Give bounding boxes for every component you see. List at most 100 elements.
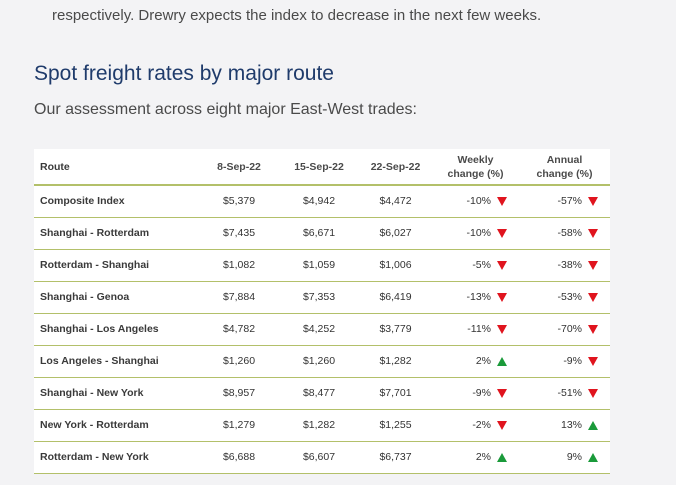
triangle-down-icon xyxy=(588,356,598,366)
table-row: Rotterdam - New York $6,688 $6,607 $6,737 2%… xyxy=(34,441,610,473)
weekly-change-cell: -9% xyxy=(432,377,519,409)
rate-22-sep-cell: $1,282 xyxy=(379,355,412,367)
weekly-change-value: 2% xyxy=(475,355,491,367)
rate-15-sep-cell: $1,260 xyxy=(302,355,336,367)
triangle-down-icon xyxy=(588,324,598,334)
weekly-change-value: -11% xyxy=(467,323,491,335)
annual-change-cell: -70% xyxy=(519,313,610,345)
rate-8-sep-cell: $4,782 xyxy=(222,323,256,335)
rate-15-sep-cell: $8,477 xyxy=(302,387,336,399)
header-annual-line1: Annual xyxy=(546,153,583,166)
annual-change-value: 13% xyxy=(560,419,582,431)
rate-22-sep-cell: $1,006 xyxy=(379,259,412,271)
header-annual-line2: change (%) xyxy=(536,167,593,180)
weekly-change-cell: 2% xyxy=(432,345,519,377)
weekly-change-value: -2% xyxy=(472,419,491,431)
triangle-down-icon xyxy=(588,388,598,398)
freight-rates-table-container: Route 8-Sep-22 15-Sep-22 22-Sep-22 Weekl… xyxy=(34,149,610,474)
annual-change-value: 9% xyxy=(566,451,582,463)
rate-22-sep-cell: $7,701 xyxy=(379,387,412,399)
triangle-down-icon xyxy=(497,388,507,398)
table-row: Shanghai - Rotterdam $7,435 $6,671 $6,027 -1… xyxy=(34,217,610,249)
header-date-1: 8-Sep-22 xyxy=(199,149,279,186)
route-cell: Shanghai - New York xyxy=(40,387,144,399)
table-header-row: Route 8-Sep-22 15-Sep-22 22-Sep-22 Weekl… xyxy=(34,149,610,186)
triangle-down-icon xyxy=(588,196,598,206)
rate-22-sep-cell: $3,779 xyxy=(379,323,412,335)
weekly-change-cell: -5% xyxy=(432,249,519,281)
annual-change-cell: 9% xyxy=(519,441,610,473)
table-row: Los Angeles - Shanghai $1,260 $1,260 $1,282… xyxy=(34,345,610,377)
rate-8-sep-cell: $1,260 xyxy=(222,355,256,367)
weekly-change-cell: -10% xyxy=(432,185,519,217)
header-date-3: 22-Sep-22 xyxy=(359,149,432,186)
annual-change-cell: -51% xyxy=(519,377,610,409)
triangle-down-icon xyxy=(497,420,507,430)
header-annual-change: Annual change (%) xyxy=(519,149,610,186)
triangle-up-icon xyxy=(497,356,507,366)
weekly-change-cell: -2% xyxy=(432,409,519,441)
triangle-up-icon xyxy=(588,420,598,430)
route-cell: Shanghai - Los Angeles xyxy=(40,323,159,335)
weekly-change-value: 2% xyxy=(475,451,491,463)
rate-22-sep-cell: $6,027 xyxy=(379,227,412,239)
rate-8-sep-cell: $8,957 xyxy=(222,387,256,399)
annual-change-cell: -38% xyxy=(519,249,610,281)
triangle-down-icon xyxy=(588,292,598,302)
intro-paragraph: respectively. Drewry expects the index t… xyxy=(52,7,542,24)
triangle-up-icon xyxy=(497,452,507,462)
weekly-change-cell: -13% xyxy=(432,281,519,313)
route-cell: New York - Rotterdam xyxy=(40,419,149,431)
section-heading: Spot freight rates by major route xyxy=(34,62,334,85)
rate-15-sep-cell: $1,282 xyxy=(302,419,336,431)
annual-change-cell: -57% xyxy=(519,185,610,217)
rate-15-sep-cell: $7,353 xyxy=(302,291,336,303)
weekly-change-value: -10% xyxy=(466,195,491,208)
triangle-down-icon xyxy=(497,260,507,270)
triangle-up-icon xyxy=(588,452,598,462)
section-subheading: Our assessment across eight major East-W… xyxy=(34,101,417,118)
table-row: New York - Rotterdam $1,279 $1,282 $1,255 -2… xyxy=(34,409,610,441)
rate-8-sep-cell: $6,688 xyxy=(222,451,256,463)
route-cell: Rotterdam - New York xyxy=(40,451,149,463)
weekly-change-cell: -11% xyxy=(432,313,519,345)
annual-change-value: -70% xyxy=(557,323,582,335)
weekly-change-cell: 2% xyxy=(432,441,519,473)
annual-change-cell: -58% xyxy=(519,217,610,249)
triangle-down-icon xyxy=(588,228,598,238)
rate-8-sep-cell: $7,435 xyxy=(222,227,256,239)
annual-change-value: -53% xyxy=(557,291,582,303)
weekly-change-value: -9% xyxy=(472,387,491,399)
annual-change-value: -38% xyxy=(557,259,582,271)
triangle-down-icon xyxy=(497,292,507,302)
route-cell: Shanghai - Genoa xyxy=(40,291,130,303)
header-weekly-line2: change (%) xyxy=(447,167,504,180)
rate-8-sep-cell: $1,279 xyxy=(222,419,256,431)
route-cell: Shanghai - Rotterdam xyxy=(40,227,150,239)
table-row: Shanghai - New York $8,957 $8,477 $7,701 -9%… xyxy=(34,377,610,409)
triangle-down-icon xyxy=(497,196,507,206)
route-cell: Los Angeles - Shanghai xyxy=(40,355,159,367)
annual-change-value: -58% xyxy=(557,227,582,239)
header-route: Route xyxy=(34,149,199,186)
annual-change-value: -9% xyxy=(563,355,582,367)
annual-change-cell: -53% xyxy=(519,281,610,313)
freight-rates-table: Route 8-Sep-22 15-Sep-22 22-Sep-22 Weekl… xyxy=(34,149,610,474)
weekly-change-cell: -10% xyxy=(432,217,519,249)
annual-change-cell: -9% xyxy=(519,345,610,377)
table-row: Rotterdam - Shanghai $1,082 $1,059 $1,006 -5… xyxy=(34,249,610,281)
route-cell: Rotterdam - Shanghai xyxy=(40,259,150,271)
annual-change-cell: 13% xyxy=(519,409,610,441)
triangle-down-icon xyxy=(497,228,507,238)
rate-8-sep-cell: $7,884 xyxy=(222,291,256,303)
rate-15-sep-cell: $4,942 xyxy=(302,195,336,208)
annual-change-value: -57% xyxy=(557,195,582,208)
weekly-change-value: -13% xyxy=(466,291,491,303)
triangle-down-icon xyxy=(497,324,507,334)
rate-8-sep-cell: $5,379 xyxy=(222,195,256,208)
rate-15-sep-cell: $4,252 xyxy=(302,323,336,335)
header-weekly-line1: Weekly xyxy=(457,153,494,166)
header-weekly-change: Weekly change (%) xyxy=(432,149,519,186)
header-date-2: 15-Sep-22 xyxy=(279,149,359,186)
weekly-change-value: -10% xyxy=(466,227,491,239)
